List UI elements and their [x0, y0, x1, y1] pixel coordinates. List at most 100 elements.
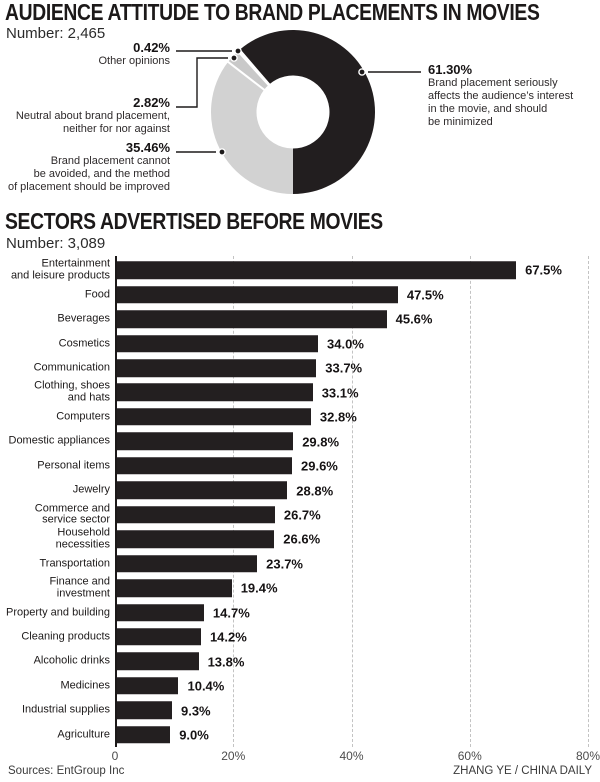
bar-category-label: Finance and investment	[49, 575, 110, 600]
bar-category-label: Commerce and service sector	[34, 502, 110, 526]
bar-row: Transportation 23.7%	[0, 551, 600, 575]
bar-row: Alcoholic drinks 13.8%	[0, 649, 600, 673]
bar-track: 23.7%	[117, 554, 590, 573]
bar-category-label: Clothing, shoes and hats	[34, 379, 110, 404]
bar-category-label: Personal items	[37, 459, 110, 472]
bar-value-label: 67.5%	[525, 262, 562, 278]
gridline-60%	[469, 256, 471, 747]
bar-value-label: 13.8%	[207, 653, 245, 669]
bar	[117, 310, 387, 328]
bar-category-label: Agriculture	[57, 728, 110, 741]
donut-slice-282	[228, 51, 269, 90]
bar-value-label: 28.8%	[296, 482, 334, 498]
bar-track: 19.4%	[117, 579, 590, 597]
bar-track: 32.8%	[117, 408, 590, 426]
x-tick-label: 40%	[339, 749, 364, 763]
bar-value-label: 9.0%	[179, 727, 209, 743]
bar-track: 10.4%	[117, 677, 590, 695]
bar-category-label: Food	[84, 287, 110, 300]
bar-row: Finance and investment 19.4%	[0, 576, 600, 600]
bar-category-label: Medicines	[60, 679, 110, 692]
bar-value-label: 29.8%	[302, 433, 340, 449]
leader-dot	[358, 68, 366, 76]
bar-row: Cosmetics 34.0%	[0, 331, 600, 355]
bar-row: Industrial supplies 9.3%	[0, 698, 600, 722]
bar	[117, 359, 317, 377]
bar-value-label: 33.7%	[325, 360, 363, 376]
gridline-80%	[588, 256, 589, 747]
bar-chart-title: SECTORS ADVERTISED BEFORE MOVIES	[5, 208, 383, 234]
pie-label-2-82-description: Neutral about brand placement, neither f…	[15, 110, 170, 135]
bar-chart-sample-size: Number: 3,089	[6, 235, 106, 252]
pie-label-35-46-value: 35.46%	[125, 140, 170, 155]
bar-row: Communication 33.7%	[0, 356, 600, 380]
bar-track: 29.6%	[117, 457, 590, 475]
bar	[117, 457, 292, 475]
bar-row: Computers 32.8%	[0, 405, 600, 429]
bar	[117, 530, 275, 548]
bar	[117, 505, 275, 524]
bar-value-label: 33.1%	[321, 384, 359, 400]
bar-value-label: 14.2%	[209, 629, 247, 645]
bar-value-label: 29.6%	[301, 458, 338, 474]
pie-label-2-82: 2.82% Neutral about brand placement, nei…	[16, 96, 170, 136]
bar	[117, 701, 172, 720]
bar	[117, 628, 201, 646]
y-axis-line	[115, 256, 117, 747]
bar-category-label: Property and building	[6, 605, 110, 618]
bar-row: Food 47.5%	[0, 282, 600, 306]
bar-track: 47.5%	[117, 285, 590, 304]
bar	[117, 285, 398, 304]
bar-row: Domestic appliances 29.8%	[0, 429, 600, 453]
pie-label-61-30-value: 61.30%	[428, 62, 473, 77]
x-tick-label: 60%	[457, 749, 482, 763]
bar-value-label: 26.6%	[283, 531, 321, 547]
bar-track: 14.2%	[117, 628, 590, 646]
pie-label-61-30: 61.30% Brand placement seriously affects…	[428, 63, 573, 129]
bar-category-label: Jewelry	[72, 483, 110, 496]
bar-value-label: 32.8%	[319, 409, 357, 425]
bar-category-label: Beverages	[57, 312, 110, 325]
bar-row: Entertainment and leisure products 67.5%	[0, 258, 600, 282]
footer: Sources: EntGroup Inc ZHANG YE / CHINA D…	[8, 765, 592, 777]
bar-row: Personal items 29.6%	[0, 454, 600, 478]
bar-track: 26.6%	[117, 530, 590, 548]
bar	[117, 579, 232, 597]
pie-chart-sample-size: Number: 2,465	[6, 25, 106, 42]
bar-category-label: Cosmetics	[58, 336, 110, 349]
bar	[117, 432, 294, 451]
bar-track: 34.0%	[117, 334, 590, 353]
bar-value-label: 9.3%	[180, 702, 211, 718]
bar-row: Household necessities 26.6%	[0, 527, 600, 551]
bar-row: Jewelry 28.8%	[0, 478, 600, 502]
bar	[117, 481, 288, 500]
leader-2-82	[176, 57, 228, 108]
source-credit: Sources: EntGroup Inc	[8, 765, 125, 777]
bar-value-label: 10.4%	[187, 678, 225, 694]
donut-slice-3546	[211, 61, 293, 195]
bar-track: 28.8%	[117, 481, 590, 500]
x-tick-label: 80%	[575, 749, 600, 763]
x-tick-label: 0	[111, 749, 119, 763]
leader-dot	[234, 47, 242, 55]
bar-track: 33.7%	[117, 359, 590, 377]
bar-row: Medicines 10.4%	[0, 674, 600, 698]
slice-separator	[236, 50, 270, 87]
bar-track: 9.0%	[117, 726, 590, 744]
leader-dot	[218, 148, 226, 156]
bar	[117, 554, 258, 573]
x-axis: 0 20% 40% 60% 80%	[111, 749, 600, 764]
pie-label-35-46: 35.46% Brand placement cannot be avoided…	[8, 141, 170, 194]
pie-label-0-42: 0.42% Other opinions	[98, 41, 170, 68]
bar-chart: Entertainment and leisure products 67.5% F…	[0, 256, 600, 764]
bar-value-label: 14.7%	[212, 605, 250, 621]
bar-category-label: Household necessities	[55, 526, 110, 551]
bar	[117, 726, 171, 744]
bar-track: 67.5%	[117, 261, 590, 279]
bar-category-label: Alcoholic drinks	[33, 654, 110, 667]
bar	[117, 334, 319, 353]
pie-label-0-42-value: 0.42%	[133, 40, 170, 55]
leader-dot	[230, 54, 238, 62]
gridline-20%	[233, 256, 235, 747]
